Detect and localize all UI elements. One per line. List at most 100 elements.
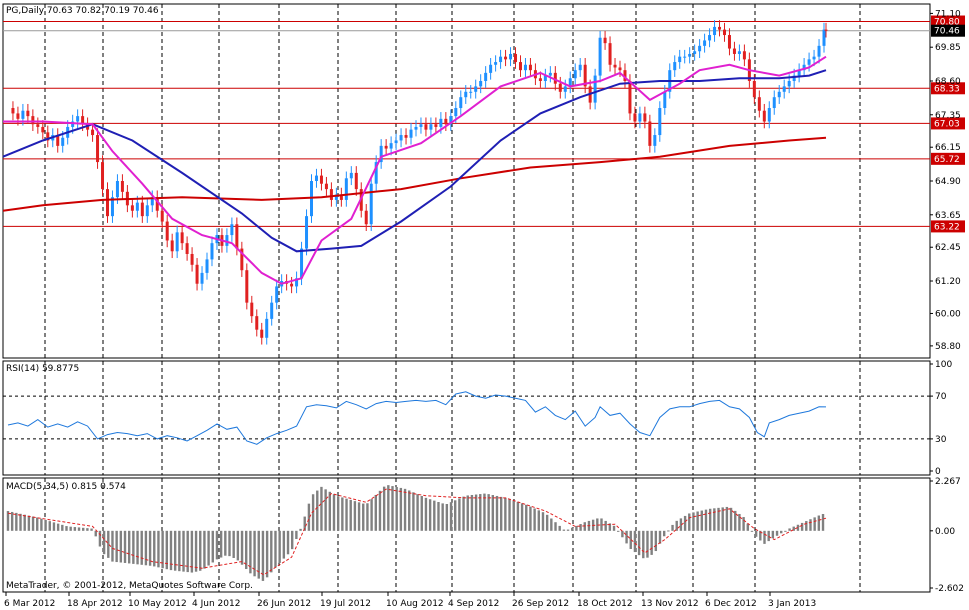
candle-body [41, 126, 45, 133]
hline-label-bg [931, 152, 965, 165]
candle-body [250, 302, 254, 317]
moving-average-line [3, 55, 827, 285]
hline-label: 70.80 [934, 18, 960, 28]
macd-bar [596, 518, 599, 531]
macd-bar [391, 486, 394, 531]
macd-bar [224, 530, 227, 556]
macd-bar [332, 494, 336, 531]
macd-bar [675, 520, 678, 531]
macd-bar [136, 530, 139, 565]
candle-body [693, 51, 697, 54]
macd-bar [69, 526, 72, 531]
macd-bar [487, 494, 490, 531]
candle-body [424, 124, 428, 130]
macd-bar [73, 527, 77, 531]
macd-bar [688, 513, 691, 531]
macd-bar [775, 530, 779, 536]
macd-bar [353, 501, 357, 531]
macd-bar [228, 530, 231, 557]
candle-body [787, 80, 791, 87]
macd-bar [123, 530, 127, 563]
candle-body [767, 108, 771, 122]
macd-bar [633, 530, 637, 553]
candle-body [499, 56, 503, 63]
macd-bar [36, 517, 39, 531]
macd-bar [102, 530, 106, 555]
macd-bar [132, 530, 135, 564]
candle-body [155, 197, 159, 211]
candle-body [374, 162, 378, 184]
rsi-panel-frame [2, 360, 931, 476]
candle-body [688, 53, 692, 57]
macd-bar [65, 526, 68, 531]
rsi-series-line [7, 391, 827, 445]
candle-body [140, 202, 144, 217]
candle-body [548, 72, 552, 76]
macd-bar [111, 530, 114, 562]
macd-bar [637, 530, 641, 556]
macd-bar [449, 502, 453, 531]
candle-body [429, 124, 433, 130]
candle-body [339, 194, 343, 200]
x-tick-label: 13 Nov 2012 [641, 599, 699, 609]
macd-bar [173, 530, 177, 571]
macd-bar [399, 487, 403, 531]
candle-body [543, 75, 547, 81]
macd-bar [115, 530, 118, 563]
macd-bar [165, 530, 169, 570]
candle-body [175, 232, 179, 252]
candle-body [305, 216, 309, 249]
candle-body [170, 240, 174, 252]
macd-bar [504, 497, 507, 531]
macd-bar [533, 508, 536, 531]
macd-bar [307, 503, 311, 531]
macd-bar [48, 521, 51, 531]
macd-bar [98, 530, 102, 547]
macd-bar [495, 495, 499, 531]
macd-bar [374, 494, 377, 531]
macd-bar [90, 528, 93, 531]
macd-bar [474, 494, 478, 531]
macd-bar [265, 530, 269, 578]
price-candles [11, 20, 828, 345]
macd-bar [153, 530, 156, 567]
candle-body [46, 132, 50, 141]
macd-bar [479, 494, 482, 531]
candle-body [379, 145, 383, 163]
candle-body [698, 45, 702, 52]
macd-bar [537, 510, 540, 531]
macd-bar [395, 486, 398, 531]
macd-bar [608, 523, 612, 531]
candle-body [230, 224, 234, 236]
macd-bar [316, 490, 319, 531]
candle-body [404, 135, 408, 138]
candle-body [319, 175, 323, 184]
candle-body [260, 329, 264, 338]
y-tick-label: 67.35 [935, 111, 961, 121]
moving-average-line [2, 69, 827, 253]
macd-bar [713, 508, 716, 531]
candle-body [538, 78, 542, 81]
candle-body [245, 270, 249, 303]
macd-bar [199, 530, 202, 571]
macd-bar [679, 518, 683, 531]
candle-body [792, 75, 796, 81]
y-tick-label: 63.65 [935, 211, 961, 221]
macd-bar [211, 530, 214, 563]
macd-bar [763, 530, 766, 544]
candle-body [757, 97, 761, 111]
candle-body [727, 35, 731, 49]
candle-body [608, 43, 612, 65]
macd-bar [642, 530, 645, 559]
macd-bar [119, 530, 123, 563]
candle-body [678, 56, 682, 63]
macd-bar [378, 490, 382, 531]
candle-body [713, 26, 717, 36]
macd-bar [182, 530, 185, 572]
macd-bar [800, 522, 804, 531]
last-price-bg [931, 24, 965, 37]
macd-bar [15, 512, 18, 531]
macd-bar [52, 522, 56, 531]
macd-bar [520, 503, 524, 531]
candle-body [165, 221, 169, 241]
